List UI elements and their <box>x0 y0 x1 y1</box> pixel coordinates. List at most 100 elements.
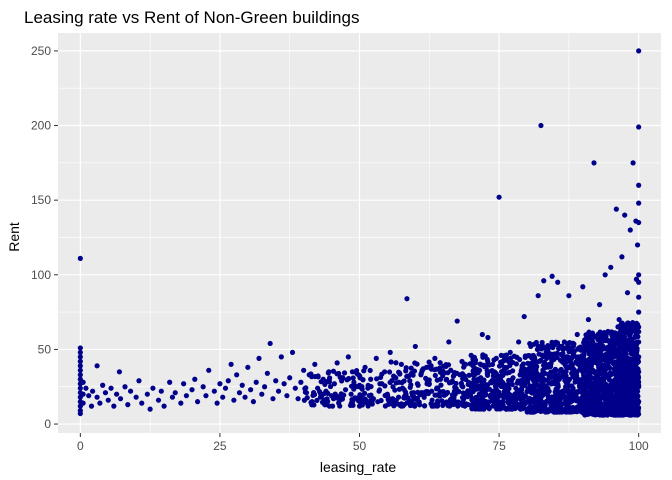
data-point <box>438 382 444 388</box>
data-point <box>598 369 604 375</box>
data-point <box>613 206 619 212</box>
data-point <box>563 363 569 369</box>
data-point <box>374 376 380 382</box>
data-point <box>295 396 301 402</box>
data-point <box>510 375 516 381</box>
data-point <box>557 343 564 350</box>
data-point <box>504 395 511 401</box>
data-point <box>435 392 441 398</box>
data-point <box>172 390 178 396</box>
data-point <box>615 379 621 386</box>
data-point <box>593 359 599 365</box>
data-point <box>485 369 491 375</box>
data-point <box>111 403 117 409</box>
data-point <box>569 346 575 353</box>
data-point <box>194 399 201 405</box>
data-point <box>588 369 594 375</box>
data-point <box>630 374 637 380</box>
data-point <box>329 403 336 409</box>
data-point <box>636 384 642 390</box>
data-point <box>555 279 561 285</box>
data-point <box>421 390 427 396</box>
data-point <box>203 393 209 399</box>
data-point <box>334 360 340 366</box>
data-point <box>253 379 259 385</box>
data-point <box>540 385 546 391</box>
data-point <box>525 376 531 382</box>
data-point <box>583 361 589 367</box>
data-point <box>582 343 588 349</box>
data-point <box>469 403 475 409</box>
data-point <box>503 370 509 376</box>
data-point <box>448 367 454 373</box>
data-point <box>468 352 474 358</box>
data-point <box>499 358 506 365</box>
data-point <box>485 334 491 341</box>
data-point <box>586 351 592 357</box>
data-point <box>433 366 439 372</box>
data-point <box>407 402 414 409</box>
data-point <box>417 402 423 408</box>
data-point <box>503 352 509 358</box>
data-point <box>603 381 609 387</box>
data-point <box>455 399 461 405</box>
data-point <box>528 403 534 410</box>
data-point <box>373 355 379 361</box>
data-point <box>589 339 595 345</box>
x-tick-label: 100 <box>629 439 649 453</box>
data-point <box>415 382 421 388</box>
data-point <box>513 361 519 367</box>
data-point <box>535 293 541 299</box>
data-point <box>573 370 580 376</box>
data-point <box>479 331 485 338</box>
data-point <box>484 356 490 363</box>
data-point <box>331 381 337 387</box>
data-point <box>440 402 446 408</box>
data-point <box>619 356 625 363</box>
data-point <box>636 182 642 188</box>
data-point <box>584 409 590 415</box>
data-point <box>513 385 519 391</box>
data-point <box>518 378 525 384</box>
data-point <box>359 386 365 392</box>
data-point <box>384 391 391 397</box>
data-point <box>602 337 608 344</box>
data-point <box>214 400 220 406</box>
data-point <box>396 379 402 385</box>
data-point <box>538 396 544 402</box>
data-point <box>259 391 265 397</box>
data-point <box>624 403 631 409</box>
data-point <box>388 359 394 365</box>
data-point <box>382 369 388 375</box>
data-point <box>589 375 595 381</box>
data-point <box>554 390 560 396</box>
data-point <box>577 384 583 390</box>
data-point <box>610 354 617 360</box>
data-point <box>155 397 162 403</box>
data-point <box>504 388 511 394</box>
data-point <box>622 328 628 334</box>
data-point <box>94 363 100 369</box>
data-point <box>326 369 332 375</box>
data-point <box>298 379 304 385</box>
data-point <box>589 330 596 336</box>
data-point <box>605 328 611 335</box>
data-point <box>459 358 465 365</box>
data-point <box>540 372 546 378</box>
data-point <box>451 388 458 394</box>
data-point <box>386 369 393 375</box>
data-point <box>412 360 418 366</box>
data-point <box>544 392 551 398</box>
data-point <box>437 360 443 366</box>
data-point <box>127 388 134 394</box>
data-point <box>515 393 521 399</box>
data-point <box>521 313 527 320</box>
data-point <box>560 370 566 376</box>
data-point <box>589 383 595 390</box>
data-point <box>569 355 575 361</box>
data-point <box>620 323 626 329</box>
data-point <box>379 381 385 387</box>
data-point <box>614 386 620 392</box>
data-point <box>432 355 438 361</box>
data-point <box>470 363 476 369</box>
